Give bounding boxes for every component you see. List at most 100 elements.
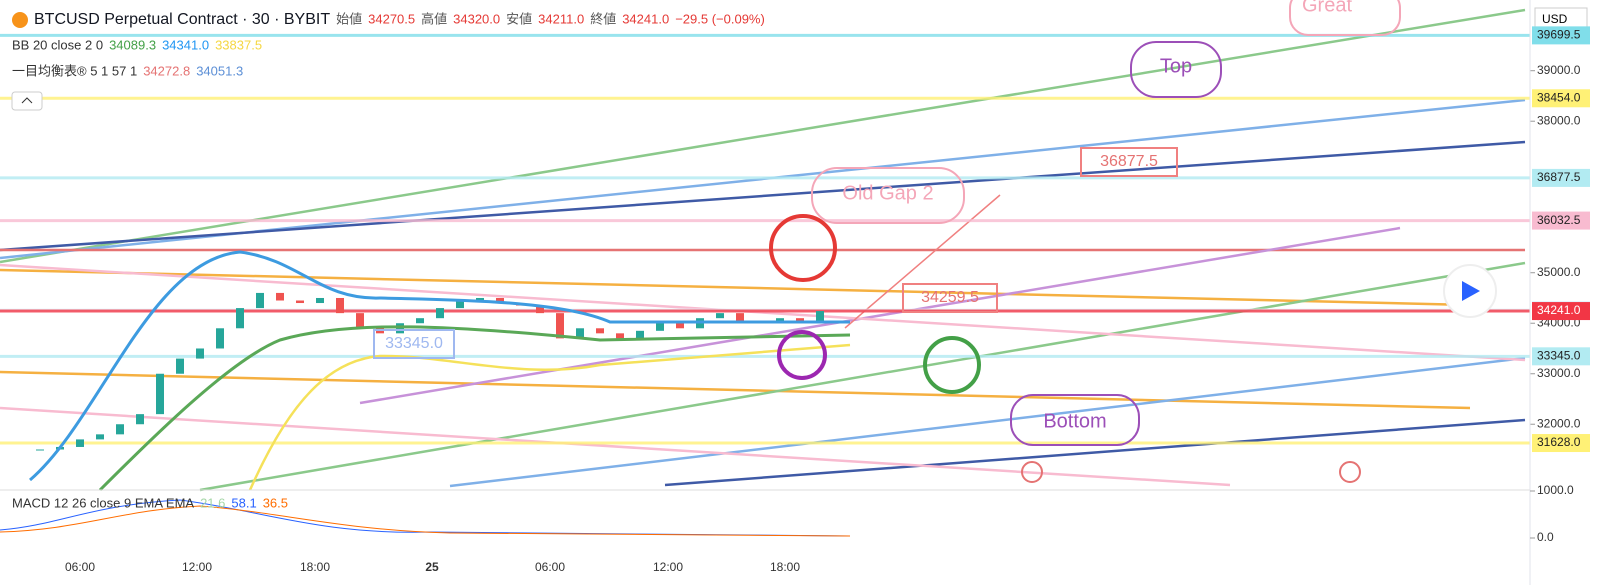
level-badge [1532,302,1590,321]
level-label: 34241.0 [1537,303,1581,317]
legend-text: 34241.0 [622,11,669,26]
level-badge [1532,26,1590,45]
candle [216,328,224,349]
x-tick-label: 25 [425,560,439,574]
legend-text: 34089.3 [109,37,156,52]
legend-text: BB 20 close 2 0 [12,37,103,52]
candle [116,424,124,435]
level-badge [1532,168,1590,187]
bb-middle [98,325,851,492]
legend-text: 34051.3 [196,63,243,78]
candle [676,323,684,329]
candle [336,297,344,314]
level-badge [1532,434,1590,453]
legend-text: 34272.8 [143,63,190,78]
legend-text: 34341.0 [162,37,209,52]
annotation: Top [1160,55,1192,77]
candle [736,313,744,321]
candle [796,318,804,321]
bb-upper [29,250,850,482]
candle [496,297,504,304]
signal-line [0,505,851,537]
candle [816,311,824,321]
x-tick-label: 18:00 [300,560,330,574]
play-button[interactable] [1462,281,1480,301]
annotation: Great [1302,0,1352,16]
macd-tick-label: 1000.0 [1537,483,1574,497]
legend-text: 34320.0 [453,11,500,26]
legend-text: 始値 [336,11,362,26]
candle [436,308,444,319]
legend-text: −29.5 (−0.09%) [675,11,765,26]
candle [356,313,364,329]
candle [96,434,104,440]
y-tick-label: 35000.0 [1537,265,1581,279]
annotation: 33345.0 [385,335,443,352]
level-badge [1532,89,1590,108]
candle [456,300,464,309]
level-badge [1532,211,1590,230]
annotation: 34259.5 [921,289,979,306]
candle [236,308,244,329]
candle [536,305,544,314]
y-tick-label: 38000.0 [1537,113,1581,127]
y-tick-label: 39000.0 [1537,63,1581,77]
annotation: 36877.5 [1100,153,1158,170]
legend-text: 33837.5 [215,37,262,52]
legend-text: BTCUSD Perpetual Contract · 30 · BYBIT [34,11,330,28]
candle [176,358,184,374]
candle [256,292,264,309]
candle [636,330,644,339]
candle [576,328,584,339]
candle [36,449,44,451]
collapse-button[interactable] [11,91,43,111]
annotation: Old Gap 2 [842,182,933,204]
y-tick-label: 32000.0 [1537,416,1581,430]
bb-lower [248,343,851,491]
candle [156,373,164,415]
candle [136,414,144,425]
collapse-icon [21,97,33,104]
legend-text: 安値 [506,11,532,26]
candle [556,313,564,339]
annotation-shapes [373,0,1497,483]
candle [416,318,424,324]
candle [716,313,724,319]
candle [476,297,484,301]
level-label: 33345.0 [1537,348,1581,362]
annotation: Bottom [1043,410,1106,432]
candle [276,292,284,301]
candle [296,300,304,304]
y-tick-label: 33000.0 [1537,366,1581,380]
legend-text: 一目均衡表® 5 1 57 1 [12,63,137,78]
x-tick-label: 18:00 [770,560,800,574]
macd-line [0,499,851,537]
candle [316,297,324,304]
legend-text: 34211.0 [538,11,584,26]
btc-icon [12,12,28,28]
legend-text: 34270.5 [368,11,415,26]
x-tick-label: 12:00 [653,560,683,574]
candle [656,323,664,331]
x-tick-label: 06:00 [535,560,565,574]
macd-tick-label: 0.0 [1537,530,1554,544]
candle [76,439,84,447]
legend-text: 高値 [421,11,447,26]
x-tick-label: 06:00 [65,560,95,574]
legend-text: MACD 12 26 close 9 EMA EMA [12,495,194,510]
level-label: 39699.5 [1537,28,1581,42]
level-label: 38454.0 [1537,90,1581,104]
level-label: 31628.0 [1537,435,1581,449]
level-label: 36032.5 [1537,213,1581,227]
legend-text: 終値 [590,11,616,26]
legend-text: 36.5 [263,495,288,510]
legend-text: 58.1 [231,495,256,510]
level-label: 36877.5 [1537,170,1581,184]
candle [196,348,204,359]
candle [616,333,624,339]
legend-text: 21.6 [200,495,225,510]
x-tick-label: 12:00 [182,560,212,574]
level-badge [1532,347,1590,366]
currency: USD [1542,12,1568,26]
